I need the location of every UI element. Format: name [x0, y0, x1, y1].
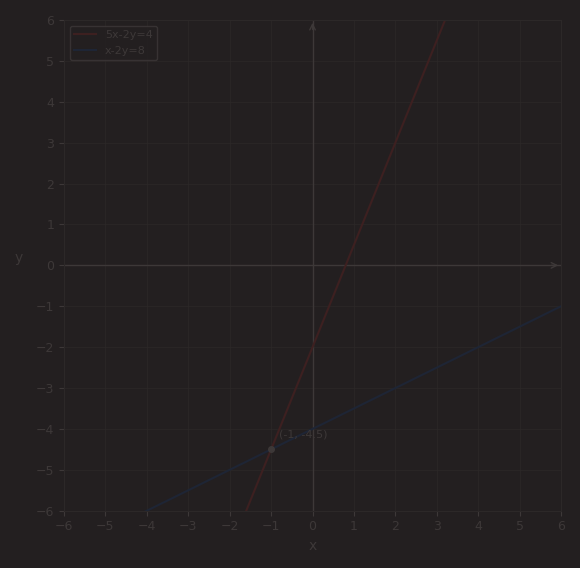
Line: x-2y=8: x-2y=8 — [64, 306, 561, 552]
x-2y=8 — [557, 303, 564, 310]
Line: 5x-2y=4: 5x-2y=4 — [64, 0, 561, 568]
x-2y=8 — [546, 309, 553, 316]
5x-2y=4 — [329, 293, 336, 300]
x-2y=8 — [60, 548, 67, 555]
x-2y=8 — [468, 347, 475, 354]
Legend: 5x-2y=4, x-2y=8: 5x-2y=4, x-2y=8 — [70, 26, 157, 60]
5x-2y=4 — [296, 374, 303, 381]
x-2y=8 — [356, 402, 363, 409]
Text: (-1, -4.5): (-1, -4.5) — [280, 429, 328, 439]
x-2y=8 — [300, 430, 307, 437]
x-2y=8 — [329, 415, 336, 422]
Y-axis label: y: y — [15, 252, 23, 265]
5x-2y=4 — [300, 367, 307, 374]
X-axis label: x: x — [309, 539, 317, 553]
5x-2y=4 — [356, 227, 363, 234]
x-2y=8 — [296, 432, 303, 438]
